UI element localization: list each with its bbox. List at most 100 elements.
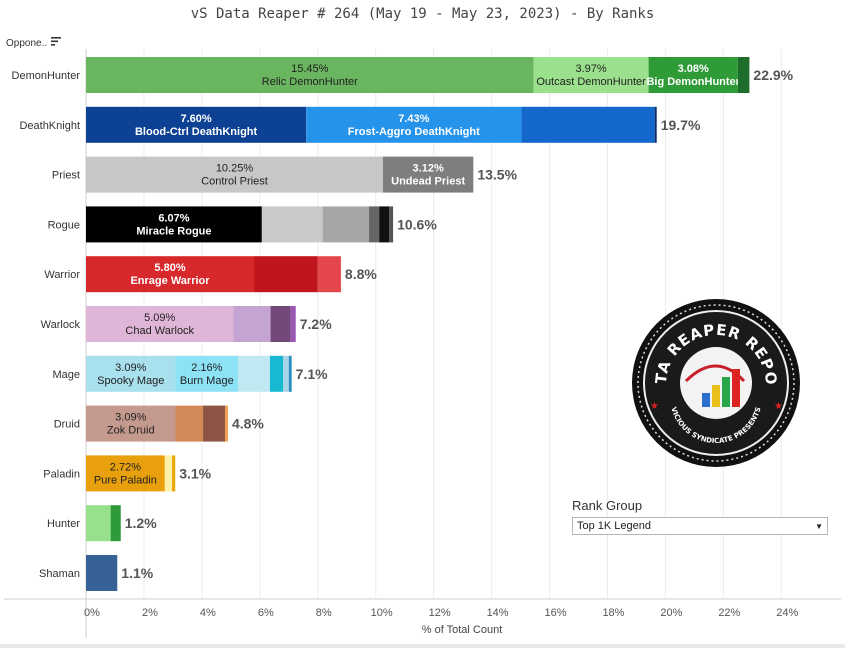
segment-value-label: 7.60% [180, 113, 211, 125]
bar-segment[interactable] [269, 355, 283, 392]
x-tick-label: 4% [200, 607, 216, 619]
bar-segment[interactable] [238, 355, 270, 392]
segment-value-label: 10.25% [216, 163, 254, 175]
total-label: 8.8% [345, 266, 377, 282]
category-label[interactable]: Shaman [39, 568, 80, 580]
bar-segment[interactable] [86, 306, 234, 342]
total-label: 1.1% [121, 565, 153, 581]
x-tick-label: 12% [429, 607, 451, 619]
rank-group-selected-value: Top 1K Legend [577, 520, 652, 532]
segment-value-label: 7.43% [398, 113, 429, 125]
bar-segment[interactable] [654, 106, 657, 143]
opponent-header-label: Oppone.. [6, 37, 48, 49]
bottom-scrollbar-strip [0, 644, 845, 648]
segment-value-label: 3.09% [115, 412, 146, 424]
bar-segment[interactable] [175, 355, 239, 392]
bar-segment[interactable] [233, 306, 271, 342]
category-label[interactable]: Mage [52, 369, 80, 381]
bar-segment[interactable] [389, 206, 394, 243]
bar-segment[interactable] [521, 106, 655, 143]
segment-archetype-label: Blood-Ctrl DeathKnight [135, 126, 258, 138]
bar-segment[interactable] [379, 206, 390, 243]
category-label[interactable]: Warrior [44, 269, 80, 281]
bar-segment[interactable] [172, 455, 176, 492]
segment-value-label: 3.08% [678, 63, 709, 75]
bar-segment[interactable] [86, 106, 307, 143]
bar-segment[interactable] [175, 405, 204, 442]
bar-segment[interactable] [322, 206, 370, 243]
segment-value-label: 2.16% [191, 362, 222, 374]
bar-segment[interactable] [86, 156, 383, 193]
segment-archetype-label: Big DemonHunter [646, 76, 740, 88]
bar-segment[interactable] [317, 256, 341, 293]
segment-value-label: 3.09% [115, 362, 146, 374]
category-label[interactable]: Hunter [47, 518, 80, 530]
x-tick-label: 16% [545, 607, 567, 619]
rank-group-label: Rank Group [572, 498, 643, 513]
category-label[interactable]: Rogue [48, 219, 80, 231]
total-label: 3.1% [179, 465, 211, 481]
x-tick-label: 14% [487, 607, 509, 619]
bar-segment[interactable] [86, 455, 165, 492]
segment-archetype-label: Spooky Mage [97, 375, 164, 387]
total-label: 13.5% [477, 167, 517, 183]
segment-archetype-label: Chad Warlock [125, 325, 194, 337]
segment-archetype-label: Zok Druid [107, 425, 155, 437]
bar-segment[interactable] [282, 355, 289, 392]
bar-segment[interactable] [288, 355, 292, 392]
x-tick-label: 10% [371, 607, 393, 619]
segment-value-label: 2.72% [110, 461, 141, 473]
opponent-sort-header[interactable]: Oppone.. [6, 37, 62, 49]
bar-segment[interactable] [86, 206, 262, 243]
x-tick-label: 22% [718, 607, 740, 619]
bar-segment[interactable] [306, 106, 522, 143]
total-label: 4.8% [232, 416, 264, 432]
x-axis-title: % of Total Count [422, 624, 503, 636]
category-label[interactable]: DeathKnight [19, 120, 80, 132]
bar-segment[interactable] [290, 306, 296, 342]
total-label: 10.6% [397, 216, 437, 232]
bar-segment[interactable] [164, 455, 173, 492]
segment-archetype-label: Relic DemonHunter [262, 76, 358, 88]
bar-segment[interactable] [203, 405, 226, 442]
total-label: 7.2% [300, 316, 332, 332]
sort-descending-icon[interactable] [51, 37, 62, 49]
svg-text:★: ★ [650, 401, 659, 412]
bar-segment[interactable] [254, 256, 318, 293]
bar-segment[interactable] [261, 206, 323, 243]
bar-segment[interactable] [86, 505, 111, 542]
total-label: 1.2% [125, 515, 157, 531]
bar-segment[interactable] [648, 57, 738, 93]
bar-segment[interactable] [737, 57, 750, 93]
category-label[interactable]: Paladin [43, 468, 80, 480]
bar-segment[interactable] [533, 57, 649, 93]
bar-segment[interactable] [86, 57, 534, 93]
total-label: 22.9% [753, 67, 793, 83]
segment-archetype-label: Outcast DemonHunter [536, 76, 646, 88]
rank-group-dropdown[interactable]: Top 1K Legend ▼ [572, 517, 828, 535]
segment-archetype-label: Pure Paladin [94, 474, 157, 486]
segment-archetype-label: Miracle Rogue [136, 225, 211, 237]
bar-segment[interactable] [225, 405, 228, 442]
bar-segment[interactable] [110, 505, 121, 542]
bar-segment[interactable] [86, 256, 255, 293]
bar-segment[interactable] [270, 306, 291, 342]
segment-value-label: 5.80% [154, 262, 185, 274]
category-label[interactable]: Priest [52, 170, 80, 182]
bar-segment[interactable] [86, 555, 118, 591]
category-label[interactable]: Warlock [41, 319, 81, 331]
category-label[interactable]: Druid [54, 419, 80, 431]
segment-archetype-label: Burn Mage [180, 375, 234, 387]
total-label: 7.1% [296, 366, 328, 382]
category-label[interactable]: DemonHunter [12, 70, 81, 82]
dropdown-arrow-icon[interactable]: ▼ [815, 521, 823, 531]
rank-group-filter: Rank Group Top 1K Legend ▼ [572, 498, 828, 535]
x-tick-label: 20% [660, 607, 682, 619]
segment-archetype-label: Frost-Aggro DeathKnight [348, 126, 480, 138]
bar-segment[interactable] [86, 355, 176, 392]
bar-segment[interactable] [382, 156, 474, 193]
segment-value-label: 15.45% [291, 63, 329, 75]
bar-segment[interactable] [369, 206, 380, 243]
data-reaper-logo: DATA REAPER REPORT VICIOUS SYNDICATE PRE… [623, 279, 802, 473]
bar-segment[interactable] [86, 405, 176, 442]
